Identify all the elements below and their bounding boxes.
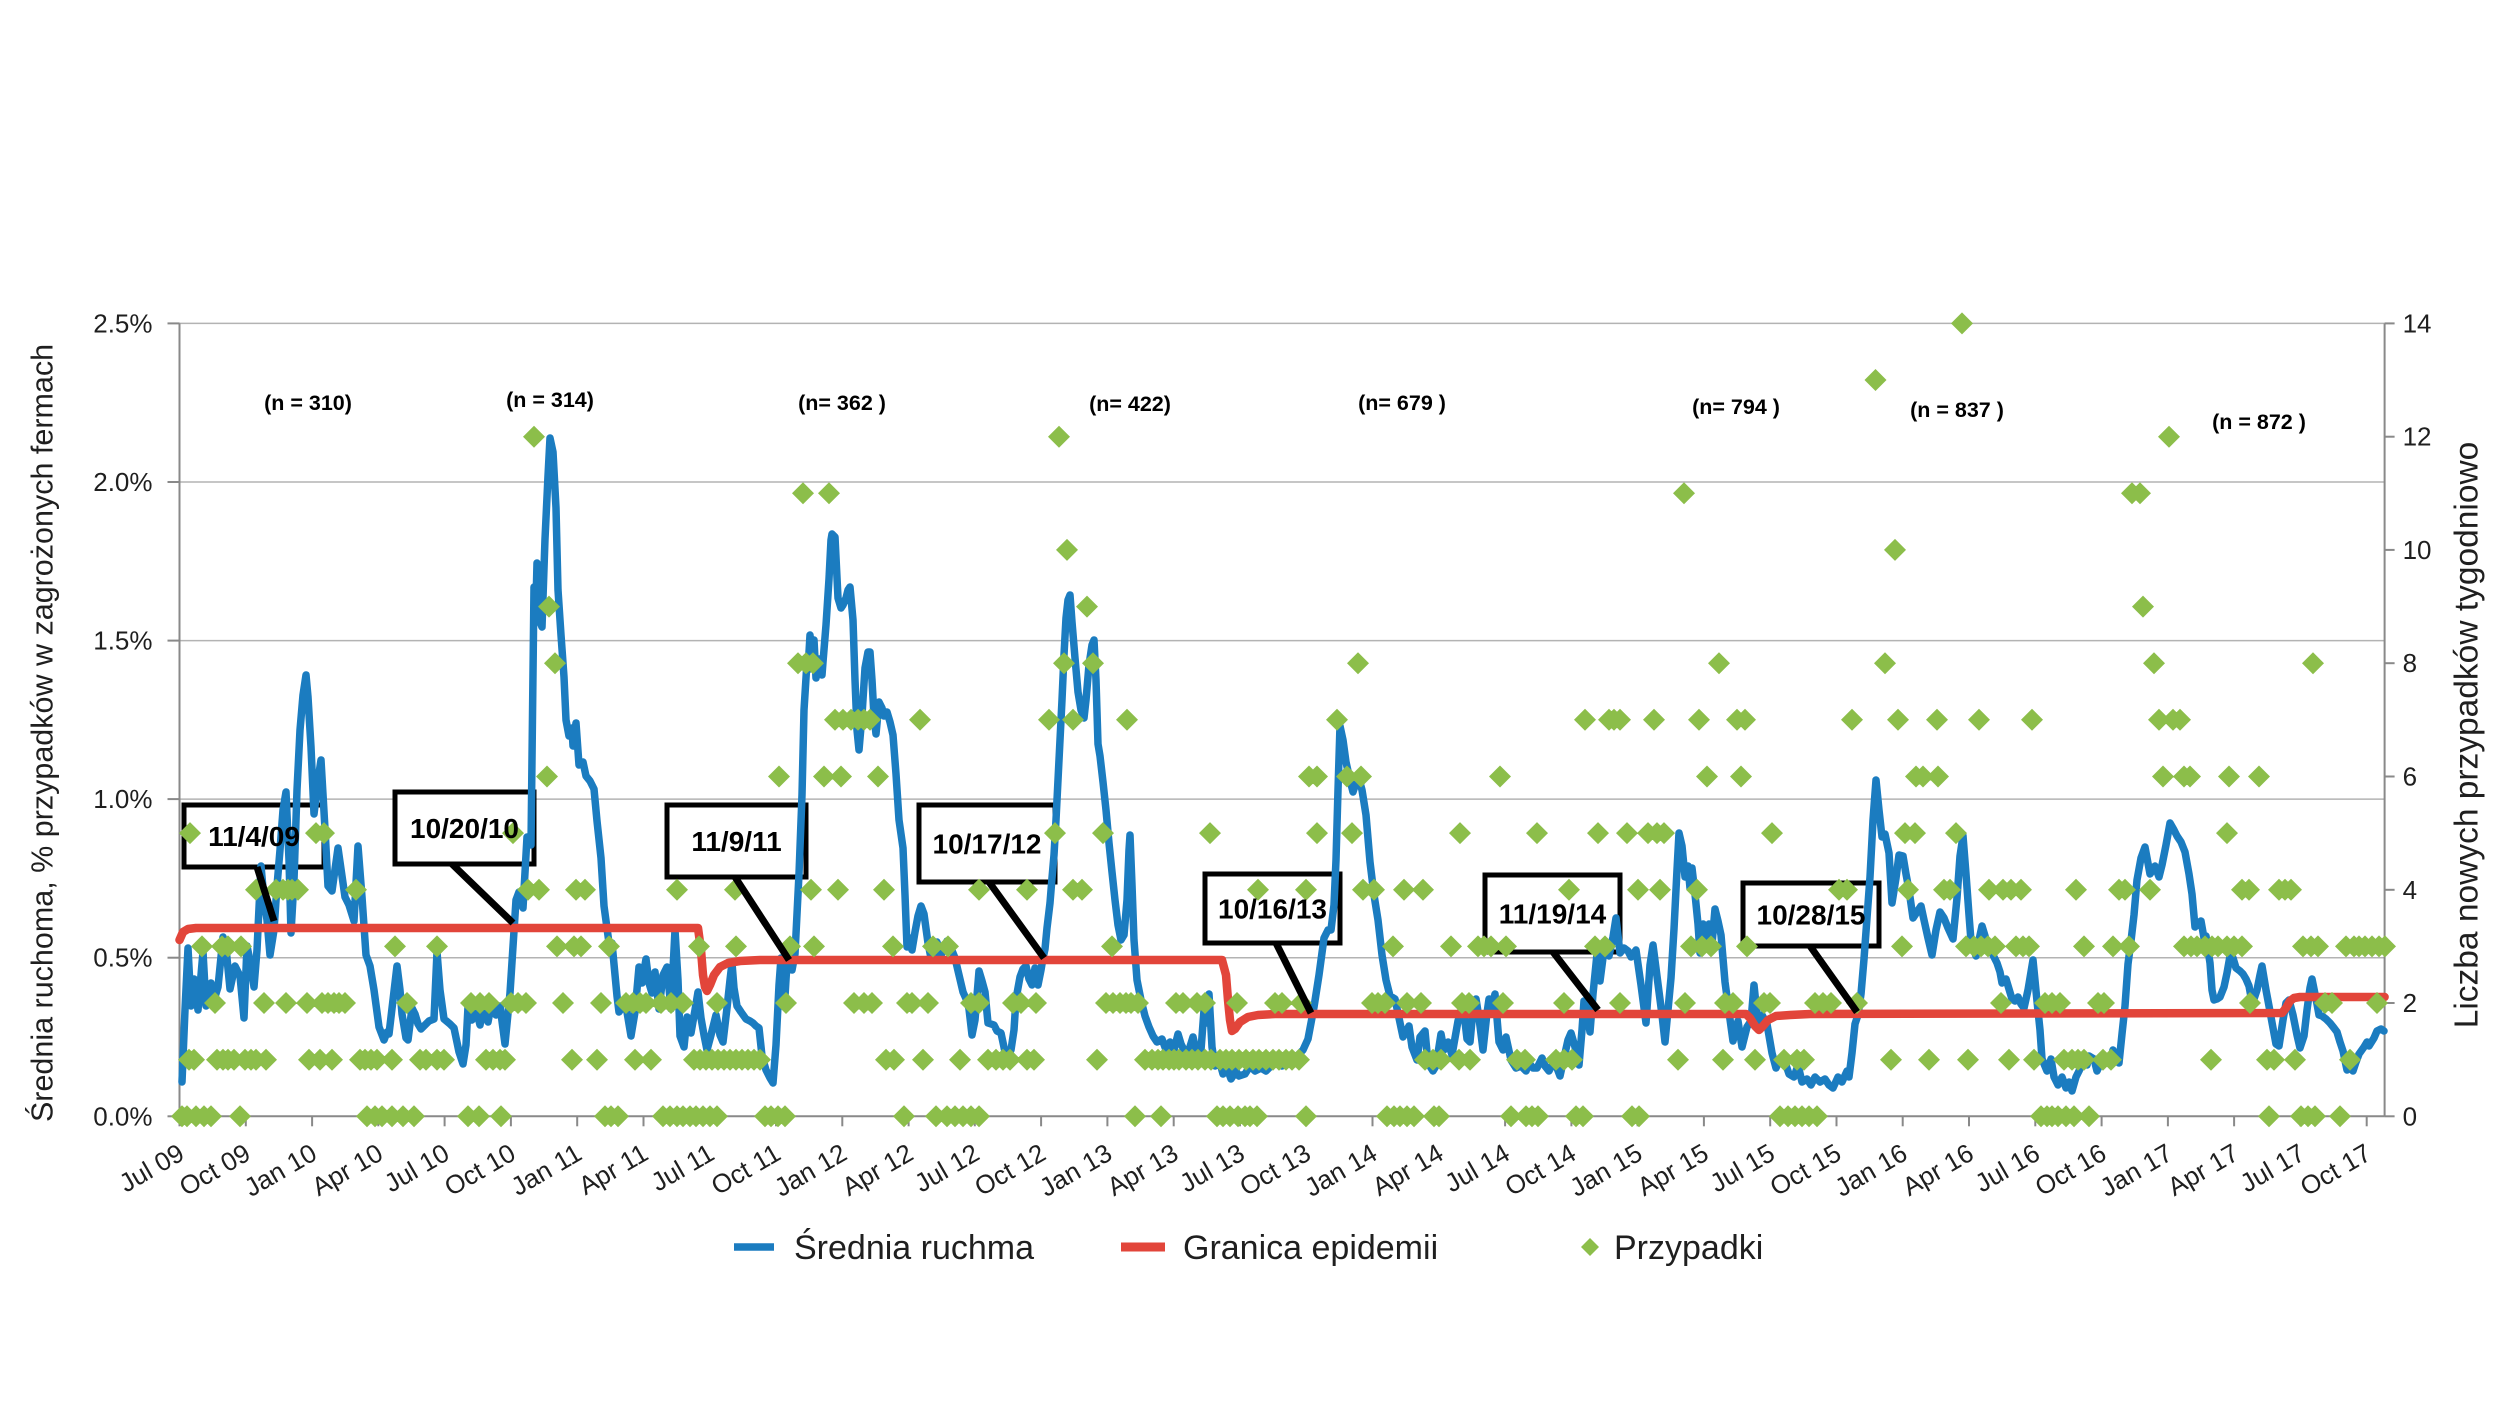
svg-text:(n= 794 ): (n= 794 ): [1692, 395, 1780, 419]
svg-text:(n= 362 ): (n= 362 ): [798, 391, 886, 415]
svg-text:2.0%: 2.0%: [93, 467, 152, 497]
svg-text:10/17/12: 10/17/12: [933, 829, 1042, 860]
svg-text:(n = 837 ): (n = 837 ): [1910, 398, 2004, 422]
svg-text:4: 4: [2403, 875, 2417, 905]
svg-text:(n= 679 ): (n= 679 ): [1358, 391, 1446, 415]
svg-text:11/4/09: 11/4/09: [208, 821, 300, 852]
svg-text:Granica epidemii: Granica epidemii: [1183, 1229, 1438, 1267]
svg-text:(n = 872 ): (n = 872 ): [2212, 410, 2306, 434]
svg-text:(n = 310): (n = 310): [264, 391, 352, 415]
svg-text:10/20/10: 10/20/10: [410, 813, 519, 844]
svg-text:12: 12: [2403, 422, 2432, 452]
svg-text:Liczba nowych przypadków tygod: Liczba nowych przypadków tygodniowo: [2449, 442, 2486, 1029]
svg-text:0.0%: 0.0%: [93, 1101, 152, 1131]
svg-text:1.5%: 1.5%: [93, 626, 152, 656]
svg-text:10/16/13: 10/16/13: [1218, 894, 1327, 925]
svg-text:8: 8: [2403, 648, 2417, 678]
svg-text:Przypadki: Przypadki: [1614, 1229, 1763, 1267]
svg-text:11/19/14: 11/19/14: [1499, 899, 1607, 930]
svg-text:Średnia ruchma: Średnia ruchma: [794, 1228, 1034, 1267]
svg-text:10: 10: [2403, 535, 2432, 565]
svg-text:(n = 314): (n = 314): [506, 388, 594, 412]
svg-text:2.5%: 2.5%: [93, 308, 152, 338]
svg-text:0.5%: 0.5%: [93, 943, 152, 973]
svg-text:2: 2: [2403, 988, 2417, 1018]
svg-text:11/9/11: 11/9/11: [691, 826, 781, 857]
svg-text:6: 6: [2403, 762, 2417, 792]
svg-text:0: 0: [2403, 1101, 2417, 1131]
svg-text:1.0%: 1.0%: [93, 784, 152, 814]
svg-text:Średnia ruchoma, % przypadków: Średnia ruchoma, % przypadków w zagrożon…: [24, 344, 60, 1122]
svg-text:(n= 422): (n= 422): [1089, 392, 1171, 416]
svg-text:14: 14: [2403, 308, 2432, 338]
svg-text:10/28/15: 10/28/15: [1757, 900, 1866, 931]
